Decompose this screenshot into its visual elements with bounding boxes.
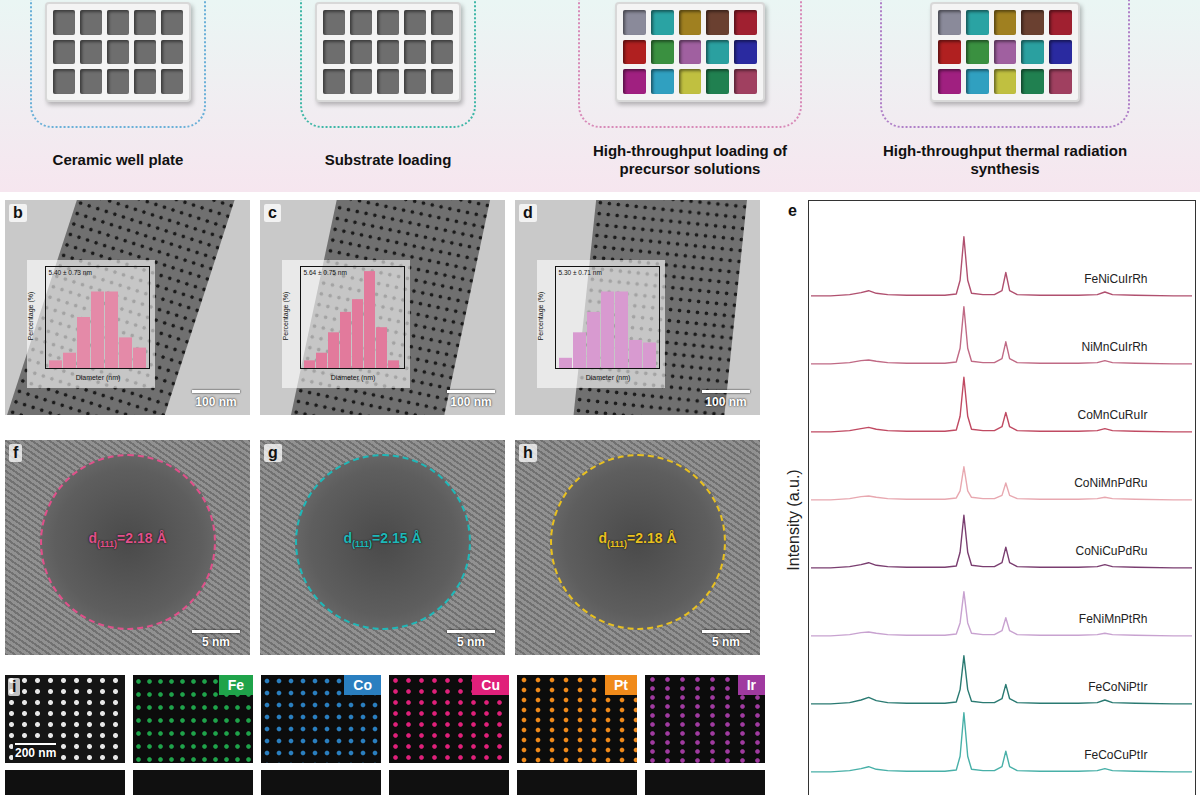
html-text:High-throughput thermal radiat: High-throughput thermal radiation synthe…: [882, 142, 1128, 177]
svg-text:5.40 ± 0.73 nm: 5.40 ± 0.73 nm: [49, 269, 92, 276]
html-text:b: b: [13, 204, 23, 221]
html-text:Substrate loading: Substrate loading: [324, 151, 452, 168]
html-text:5 nm: 5 nm: [202, 635, 230, 649]
html-text:c: c: [268, 204, 277, 221]
html-text:Co: Co: [353, 677, 372, 693]
html-text:Percentage (%): Percentage (%): [27, 291, 34, 341]
html-text:100 nm: 100 nm: [195, 395, 237, 409]
html-text:200 nm: 200 nm: [15, 746, 57, 760]
html-text:5 nm: 5 nm: [712, 635, 740, 649]
html-text:High-throughput loading of pre: High-throughput loading of precursor sol…: [592, 142, 787, 177]
svg-text:FeNiMnPtRh: FeNiMnPtRh: [1079, 612, 1148, 626]
html-text:Pt: Pt: [614, 677, 628, 693]
html-text:Ir: Ir: [746, 677, 756, 693]
html-text:d: d: [523, 204, 533, 221]
html-text:Diameter (nm): Diameter (nm): [585, 374, 631, 381]
html-text:d(111)=2.15 Å: d(111)=2.15 Å: [343, 530, 422, 549]
html-text:d(111)=2.18 Å: d(111)=2.18 Å: [88, 530, 167, 549]
svg-text:CoNiMnPdRu: CoNiMnPdRu: [1074, 476, 1147, 490]
svg-text:NiMnCuIrRh: NiMnCuIrRh: [1081, 340, 1147, 354]
html-text:f: f: [13, 444, 19, 461]
html-text:e: e: [788, 202, 797, 219]
svg-text:5.64 ± 0.75 nm: 5.64 ± 0.75 nm: [304, 269, 347, 276]
html-text:5 nm: 5 nm: [457, 635, 485, 649]
html-text:h: h: [523, 444, 533, 461]
html-text:Percentage (%): Percentage (%): [537, 291, 544, 341]
svg-text:CoNiCuPdRu: CoNiCuPdRu: [1075, 544, 1147, 558]
svg-text:FeCoNiPtIr: FeCoNiPtIr: [1088, 680, 1147, 694]
html-text:100 nm: 100 nm: [705, 395, 747, 409]
html-text:d(111)=2.18 Å: d(111)=2.18 Å: [598, 530, 677, 549]
svg-text:CoMnCuRuIr: CoMnCuRuIr: [1077, 408, 1147, 422]
html-text:Percentage (%): Percentage (%): [282, 291, 289, 341]
html-text:Diameter (nm): Diameter (nm): [330, 374, 376, 381]
html-text:100 nm: 100 nm: [450, 395, 492, 409]
svg-text:5.30 ± 0.71 nm: 5.30 ± 0.71 nm: [559, 269, 602, 276]
html-text:Fe: Fe: [227, 677, 244, 693]
html-text:i: i: [12, 678, 17, 695]
html-text:Intensity (a.u.): Intensity (a.u.): [785, 469, 802, 571]
svg-text:FeNiCuIrRh: FeNiCuIrRh: [1084, 272, 1147, 286]
svg-text:FeCoCuPtIr: FeCoCuPtIr: [1084, 748, 1147, 762]
html-text:Diameter (nm): Diameter (nm): [75, 374, 121, 381]
html-text:Cu: Cu: [481, 677, 500, 693]
html-text:g: g: [268, 444, 278, 461]
html-text:Ceramic well plate: Ceramic well plate: [52, 151, 184, 168]
